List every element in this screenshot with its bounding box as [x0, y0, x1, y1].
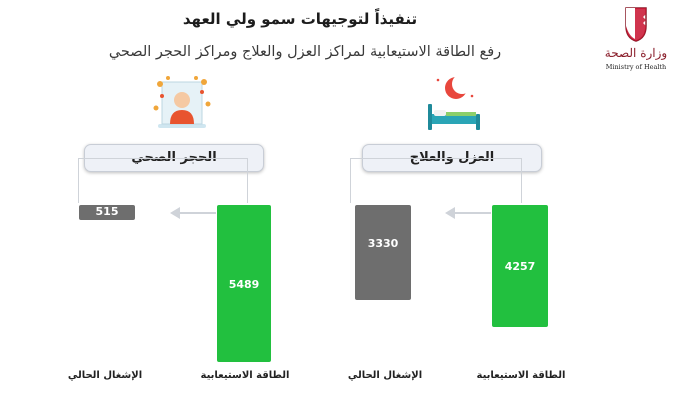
connector-bracket-isolation — [350, 158, 522, 203]
crest-icon — [625, 7, 647, 42]
arrow-head-isolation-icon — [445, 207, 455, 219]
logo-arabic-text: وزارة الصحة — [604, 46, 668, 60]
x-label-isolation-occupancy: الإشغال الحالي — [347, 370, 423, 381]
arrow-line-quarantine — [180, 212, 216, 214]
person-with-virus-icon — [153, 76, 211, 128]
bar-quarantine-capacity — [217, 205, 271, 362]
x-label-isolation-capacity: الطاقة الاستيعابية — [476, 370, 566, 381]
arrow-head-quarantine-icon — [170, 207, 180, 219]
bed-with-moon-icon — [428, 74, 480, 130]
bar-isolation-capacity — [492, 205, 548, 327]
value-label-quarantine-capacity: 5489 — [228, 277, 260, 291]
arrow-line-isolation — [455, 212, 491, 214]
logo-english-text: Ministry of Health — [605, 63, 667, 71]
x-label-quarantine-capacity: الطاقة الاستيعابية — [200, 370, 290, 381]
x-label-quarantine-occupancy: الإشغال الحالي — [67, 370, 143, 381]
value-label-isolation-capacity: 4257 — [504, 260, 536, 273]
page-subtitle: رفع الطاقة الاستيعابية لمراكز العزل والع… — [108, 44, 502, 60]
ministry-logo: وزارة الصحة Ministry of Health — [592, 4, 680, 76]
page-title: تنفيذاً لتوجيهات سمو ولي العهد — [182, 10, 418, 28]
connector-bracket-quarantine — [78, 158, 248, 203]
bar-isolation-occupancy — [355, 205, 411, 300]
bar-quarantine-occupancy — [79, 205, 135, 220]
value-label-quarantine-occupancy: 515 — [95, 205, 119, 218]
value-label-isolation-occupancy: 3330 — [367, 237, 399, 250]
